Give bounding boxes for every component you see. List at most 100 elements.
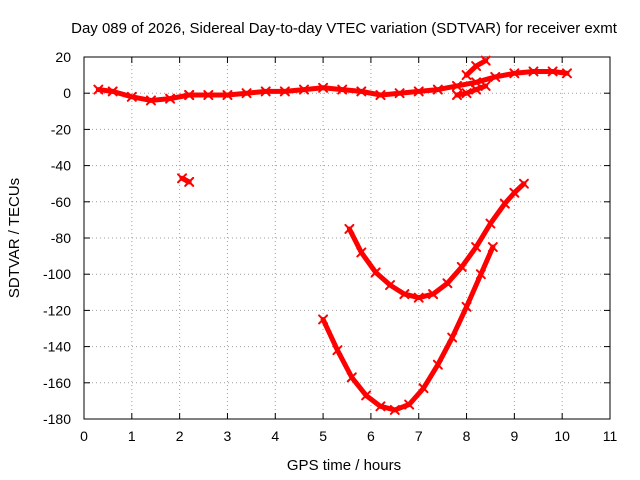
x-tick-label: 0 <box>80 428 88 444</box>
data-point <box>346 372 357 383</box>
data-point <box>480 55 491 66</box>
data-point <box>485 218 496 229</box>
y-axis-label: SDTVAR / TECUs <box>6 178 23 298</box>
data-point <box>145 95 156 106</box>
data-point <box>177 173 188 184</box>
data-point <box>456 261 467 272</box>
axes: 0 1 2 3 4 5 6 7 8 9 10 11 20 0 -20 -40 -60 -80 -100 -120 -14… <box>43 49 618 444</box>
data-point <box>418 383 429 394</box>
x-tick-label: 1 <box>128 428 136 444</box>
x-tick-label: 8 <box>463 428 471 444</box>
series-track-4 <box>451 80 491 101</box>
data-point <box>432 359 443 370</box>
data-point <box>461 70 472 81</box>
data-point <box>93 84 104 95</box>
data-point <box>487 242 498 253</box>
data-point <box>184 176 195 187</box>
y-tick-label: -100 <box>43 266 71 282</box>
plot-frame <box>83 56 611 420</box>
data-point <box>509 68 520 79</box>
y-tick-label: -160 <box>43 375 71 391</box>
grid <box>84 57 610 419</box>
series-line <box>95 87 192 103</box>
data-point <box>361 390 372 401</box>
data-point <box>399 289 410 300</box>
x-tick-label: 10 <box>554 428 570 444</box>
data-point <box>203 90 214 101</box>
x-tick-label: 7 <box>415 428 423 444</box>
series-line <box>454 83 489 98</box>
data-point <box>356 247 367 258</box>
data-point <box>451 90 462 101</box>
series-track-7 <box>318 242 498 415</box>
plot-area <box>93 55 572 415</box>
data-point <box>260 86 271 97</box>
data-point <box>375 401 386 412</box>
data-point <box>499 198 510 209</box>
data-point <box>528 66 539 77</box>
data-point <box>413 292 424 303</box>
data-point <box>561 68 572 79</box>
series-track-5 <box>177 173 195 187</box>
chart-title: Day 089 of 2026, Sidereal Day-to-day VTE… <box>71 20 618 37</box>
y-tick-label: -80 <box>51 230 71 246</box>
x-tick-label: 4 <box>271 428 279 444</box>
y-tick-label: -60 <box>51 194 71 210</box>
data-point <box>337 84 348 95</box>
data-point <box>451 80 462 91</box>
data-point <box>389 404 400 415</box>
x-tick-label: 9 <box>510 428 518 444</box>
y-tick-label: -140 <box>43 339 71 355</box>
y-tick-label: 0 <box>63 85 71 101</box>
data-point <box>413 86 424 97</box>
data-point <box>461 88 472 99</box>
data-point <box>332 345 343 356</box>
data-point <box>126 91 137 102</box>
series-line <box>320 244 496 413</box>
data-point <box>509 187 520 198</box>
series-line <box>346 181 527 301</box>
series-track-6 <box>344 178 529 303</box>
data-point <box>370 267 381 278</box>
series-track-3 <box>461 55 491 81</box>
data-point <box>471 61 482 72</box>
x-tick-label: 6 <box>367 428 375 444</box>
y-tick-label: -180 <box>43 411 71 427</box>
x-tick-label: 3 <box>224 428 232 444</box>
data-point <box>442 278 453 289</box>
data-point <box>222 90 233 101</box>
data-point <box>471 84 482 95</box>
data-point <box>471 77 482 88</box>
series-track-2 <box>184 66 572 101</box>
data-point <box>184 90 195 101</box>
series-track-1 <box>93 84 195 106</box>
data-point <box>107 86 118 97</box>
y-tick-label: -120 <box>43 302 71 318</box>
data-point <box>394 88 405 99</box>
data-point <box>428 289 439 300</box>
data-point <box>547 66 558 77</box>
data-point <box>404 399 415 410</box>
data-point <box>432 84 443 95</box>
x-axis-label: GPS time / hours <box>287 457 401 474</box>
data-point <box>518 178 529 189</box>
data-point <box>356 86 367 97</box>
y-tick-label: -20 <box>51 121 71 137</box>
data-point <box>475 269 486 280</box>
data-point <box>241 88 252 99</box>
data-point <box>344 223 355 234</box>
data-point <box>165 93 176 104</box>
y-tick-label: -40 <box>51 158 71 174</box>
x-tick-label: 2 <box>176 428 184 444</box>
data-point <box>318 82 329 93</box>
data-point <box>385 280 396 291</box>
data-point <box>490 71 501 82</box>
y-tick-label: 20 <box>55 49 71 65</box>
data-point <box>471 242 482 253</box>
data-point <box>318 314 329 325</box>
x-tick-label: 5 <box>319 428 327 444</box>
data-point <box>279 86 290 97</box>
data-point <box>447 332 458 343</box>
data-point <box>461 301 472 312</box>
